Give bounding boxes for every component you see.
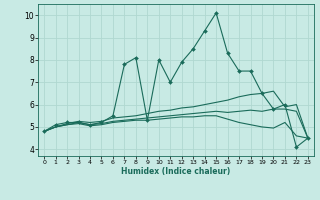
X-axis label: Humidex (Indice chaleur): Humidex (Indice chaleur) [121, 167, 231, 176]
